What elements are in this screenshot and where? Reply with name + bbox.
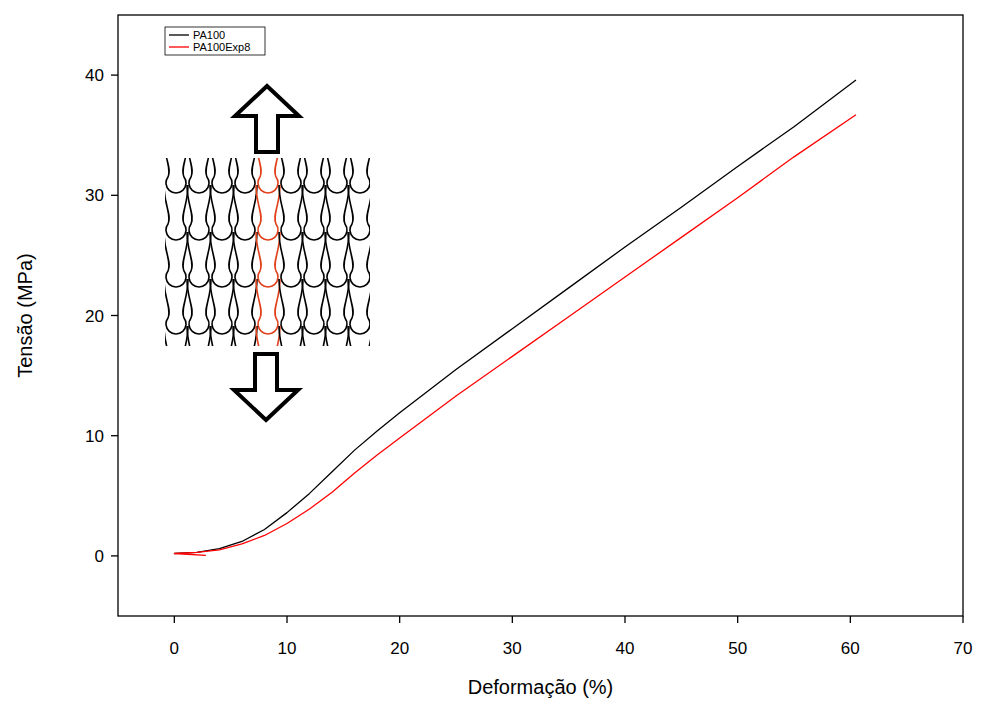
arrow-down: [234, 354, 298, 420]
chart: 010203040506070010203040Deformação (%)Te…: [0, 0, 981, 704]
series-group: [174, 80, 856, 555]
knit-loop: [165, 326, 188, 346]
knit-loop: [325, 232, 349, 287]
knit-loop: [325, 279, 349, 334]
knit-loop: [210, 326, 234, 346]
x-tick-label: 10: [278, 639, 297, 658]
knit-loop: [348, 185, 370, 240]
x-tick-label: 70: [954, 639, 973, 658]
x-axis-title: Deformação (%): [468, 676, 614, 698]
knit-loop: [348, 232, 370, 287]
x-tick: [850, 616, 851, 623]
knit-loop: [165, 279, 188, 334]
x-tick: [624, 616, 625, 623]
knit-loop: [187, 232, 211, 287]
legend-label: PA100: [193, 29, 225, 41]
x-tick-label: 20: [390, 639, 409, 658]
knit-loop: [233, 326, 257, 346]
knit-loop: [348, 279, 370, 334]
knit-loop: [348, 158, 370, 193]
knit-loop: [302, 185, 326, 240]
x-tick-label: 40: [616, 639, 635, 658]
y-tick-label: 20: [85, 307, 104, 326]
arrow-up: [235, 86, 299, 152]
knit-loop: [279, 326, 303, 346]
knit-loop: [256, 326, 280, 346]
x-tick: [174, 616, 175, 623]
knit-loop: [256, 158, 280, 193]
y-tick: [111, 315, 118, 316]
knit-loop: [210, 232, 234, 287]
x-tick: [737, 616, 738, 623]
y-tick: [111, 555, 118, 556]
knit-loop: [325, 158, 349, 193]
knit-loop: [187, 185, 211, 240]
y-axis-title: Tensão (MPa): [14, 253, 36, 378]
knit-loop: [210, 158, 234, 193]
y-tick: [111, 74, 118, 75]
legend-box: [165, 27, 265, 55]
knit-loop: [325, 185, 349, 240]
knit-loop: [279, 158, 303, 193]
x-tick-label: 50: [728, 639, 747, 658]
y-tick-label: 30: [85, 186, 104, 205]
knit-loop: [302, 232, 326, 287]
x-tick: [962, 616, 963, 623]
knit-loop: [165, 158, 188, 193]
knit-loop: [256, 279, 280, 334]
x-tick: [286, 616, 287, 623]
x-tick-label: 60: [841, 639, 860, 658]
legend-swatch: [169, 46, 189, 47]
y-tick-label: 0: [95, 547, 104, 566]
y-tick: [111, 435, 118, 436]
y-tick-label: 40: [85, 66, 104, 85]
knit-loop: [279, 279, 303, 334]
knit-loop: [348, 326, 370, 346]
x-tick: [512, 616, 513, 623]
knit-loop: [256, 185, 280, 240]
knit-loop: [233, 158, 257, 193]
y-tick: [111, 195, 118, 196]
x-tick: [399, 616, 400, 623]
legend: PA100PA100Exp8: [165, 27, 265, 55]
knit-loop: [187, 279, 211, 334]
x-tick-label: 30: [503, 639, 522, 658]
plot-frame: [118, 15, 963, 616]
knit-loop: [233, 232, 257, 287]
knit-loop: [233, 279, 257, 334]
knit-loop: [279, 232, 303, 287]
knit-loop: [210, 279, 234, 334]
knit-loop: [302, 326, 326, 346]
knit-loop: [187, 158, 211, 193]
x-tick-label: 0: [170, 639, 179, 658]
y-tick-label: 10: [85, 427, 104, 446]
knit-loop: [279, 185, 303, 240]
series-line: [174, 115, 856, 556]
series-line: [174, 80, 856, 554]
knit-loop: [165, 232, 188, 287]
knit-loop: [210, 185, 234, 240]
knit-loop: [233, 185, 257, 240]
legend-label: PA100Exp8: [193, 41, 250, 53]
knit-loop: [165, 185, 188, 240]
legend-swatch: [169, 34, 189, 35]
knit-loop: [302, 279, 326, 334]
knit-diagram: [165, 158, 370, 346]
knit-loop: [187, 326, 211, 346]
knit-loop: [256, 232, 280, 287]
knit-loop: [325, 326, 349, 346]
knit-loop: [302, 158, 326, 193]
